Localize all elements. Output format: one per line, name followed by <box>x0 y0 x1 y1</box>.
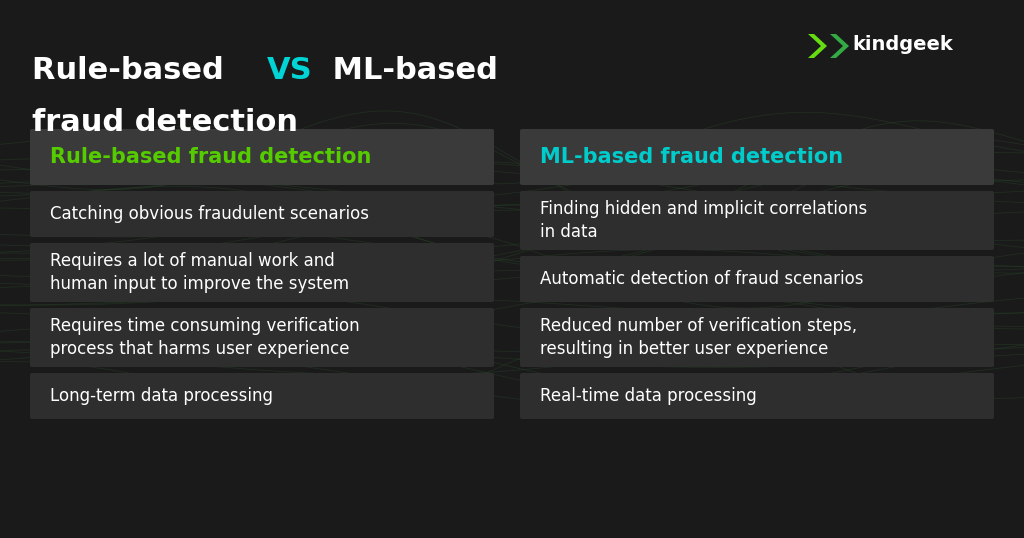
Text: Rule-based: Rule-based <box>32 56 234 85</box>
Text: ML-based fraud detection: ML-based fraud detection <box>540 147 843 167</box>
FancyBboxPatch shape <box>30 191 494 237</box>
Text: kindgeek: kindgeek <box>852 35 952 54</box>
Text: Rule-based fraud detection: Rule-based fraud detection <box>50 147 372 167</box>
Text: fraud detection: fraud detection <box>32 108 298 137</box>
FancyBboxPatch shape <box>30 308 494 367</box>
FancyBboxPatch shape <box>520 191 994 250</box>
Text: Long-term data processing: Long-term data processing <box>50 387 273 405</box>
Text: Real-time data processing: Real-time data processing <box>540 387 757 405</box>
Polygon shape <box>830 34 849 58</box>
FancyBboxPatch shape <box>520 129 994 185</box>
Text: Requires time consuming verification
process that harms user experience: Requires time consuming verification pro… <box>50 317 359 358</box>
FancyBboxPatch shape <box>30 129 494 185</box>
Text: Requires a lot of manual work and
human input to improve the system: Requires a lot of manual work and human … <box>50 252 349 293</box>
Text: Reduced number of verification steps,
resulting in better user experience: Reduced number of verification steps, re… <box>540 317 857 358</box>
FancyBboxPatch shape <box>520 373 994 419</box>
Text: VS: VS <box>267 56 312 85</box>
Text: ML-based: ML-based <box>322 56 498 85</box>
FancyBboxPatch shape <box>520 308 994 367</box>
FancyBboxPatch shape <box>30 373 494 419</box>
Polygon shape <box>808 34 827 58</box>
Text: Catching obvious fraudulent scenarios: Catching obvious fraudulent scenarios <box>50 205 369 223</box>
FancyBboxPatch shape <box>30 243 494 302</box>
Text: Automatic detection of fraud scenarios: Automatic detection of fraud scenarios <box>540 270 863 288</box>
FancyBboxPatch shape <box>520 256 994 302</box>
Text: Finding hidden and implicit correlations
in data: Finding hidden and implicit correlations… <box>540 200 867 242</box>
